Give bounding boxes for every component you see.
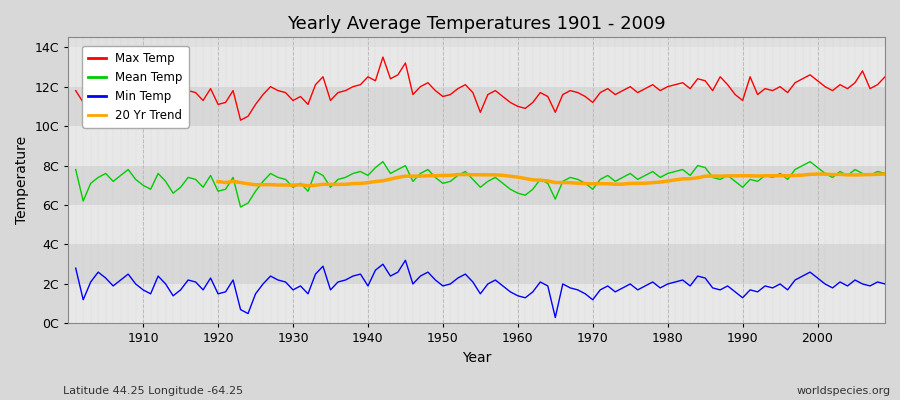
Bar: [68, 126, 885, 166]
Bar: [68, 47, 885, 87]
X-axis label: Year: Year: [462, 351, 491, 365]
Bar: [68, 205, 885, 244]
Title: Yearly Average Temperatures 1901 - 2009: Yearly Average Temperatures 1901 - 2009: [287, 15, 666, 33]
Bar: [68, 87, 885, 126]
Text: worldspecies.org: worldspecies.org: [796, 386, 891, 396]
Legend: Max Temp, Mean Temp, Min Temp, 20 Yr Trend: Max Temp, Mean Temp, Min Temp, 20 Yr Tre…: [82, 46, 189, 128]
Bar: [68, 166, 885, 205]
Y-axis label: Temperature: Temperature: [15, 136, 29, 224]
Bar: [68, 284, 885, 324]
Bar: [68, 244, 885, 284]
Text: Latitude 44.25 Longitude -64.25: Latitude 44.25 Longitude -64.25: [63, 386, 243, 396]
